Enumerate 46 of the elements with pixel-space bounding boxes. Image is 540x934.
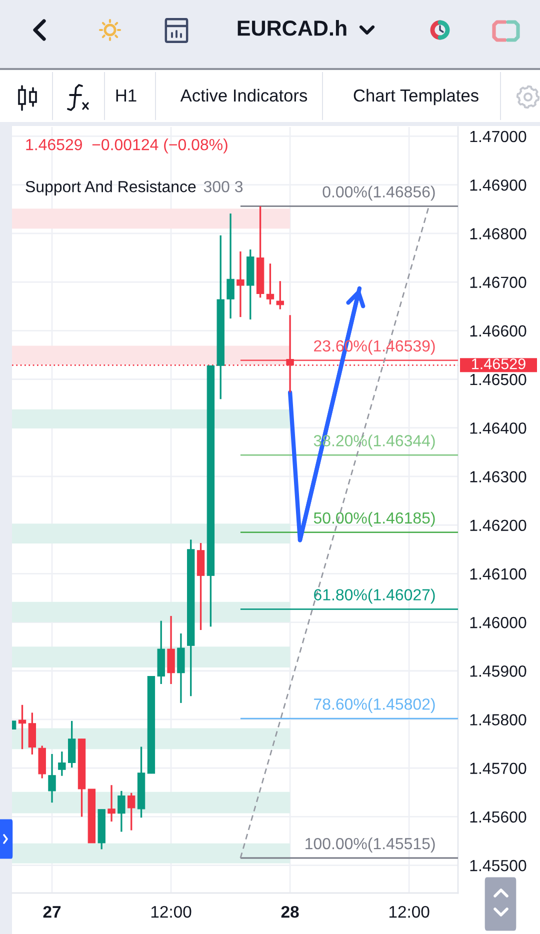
ref-line-label: 78.60%(1.45802): [314, 698, 435, 713]
y-tick-label: 1.46200: [470, 520, 526, 532]
x-tick-label: 12:00: [151, 906, 192, 918]
candlestick: [266, 262, 274, 306]
text: Chart Templates: [354, 88, 478, 106]
y-tick-label: 1.46600: [470, 325, 526, 337]
x-tick-label: 28: [281, 906, 299, 918]
text: Active Indicators: [180, 88, 308, 102]
annotation: 300 3: [204, 180, 243, 192]
candlestick: [68, 720, 76, 768]
annotation: 1.46529 −0.00124 (−0.08%): [26, 138, 228, 154]
y-tick-label: 1.45500: [470, 860, 526, 872]
ref-line-label: 100.00%(1.45515): [306, 838, 435, 852]
candlestick: [226, 212, 234, 320]
y-tick-label: 1.46400: [470, 422, 526, 434]
annotation: Support And Resistance: [26, 180, 196, 196]
y-tick-label: 1.46500: [470, 374, 526, 386]
candlestick: [167, 615, 175, 685]
text: H1: [116, 90, 136, 102]
y-tick-label: 1.46000: [470, 616, 526, 628]
y-tick-label: 1.45700: [470, 762, 526, 774]
candlestick: [108, 784, 116, 822]
candlestick: [236, 250, 244, 318]
candlestick: [48, 753, 56, 804]
x-tick-label: 27: [43, 906, 61, 918]
ref-line-label: 1.46529: [472, 358, 526, 370]
y-tick-label: 1.45900: [470, 666, 526, 677]
y-tick-label: 1.46800: [470, 228, 526, 240]
candlestick: [28, 712, 36, 756]
y-tick-label: 1.46100: [470, 568, 526, 580]
candlestick: [128, 792, 136, 832]
y-tick-label: 1.47000: [470, 130, 526, 142]
candlestick: [118, 790, 126, 833]
y-tick-label: 1.45600: [470, 811, 526, 823]
chart-title: EURCAD.h: [238, 20, 346, 36]
x-tick-label: 12:00: [389, 906, 430, 918]
y-tick-label: 1.46300: [470, 471, 526, 482]
ref-line-label: 50.00%(1.46185): [314, 512, 435, 527]
ref-line-label: 61.80%(1.46027): [314, 588, 435, 604]
y-tick-label: 1.46900: [470, 179, 526, 191]
y-tick-label: 1.45800: [470, 714, 526, 726]
candlestick: [58, 750, 66, 777]
ref-line-label: 0.00%(1.46856): [322, 186, 435, 201]
y-tick-label: 1.46700: [470, 276, 526, 288]
candlestick: [276, 280, 284, 310]
candlestick: [18, 704, 26, 750]
